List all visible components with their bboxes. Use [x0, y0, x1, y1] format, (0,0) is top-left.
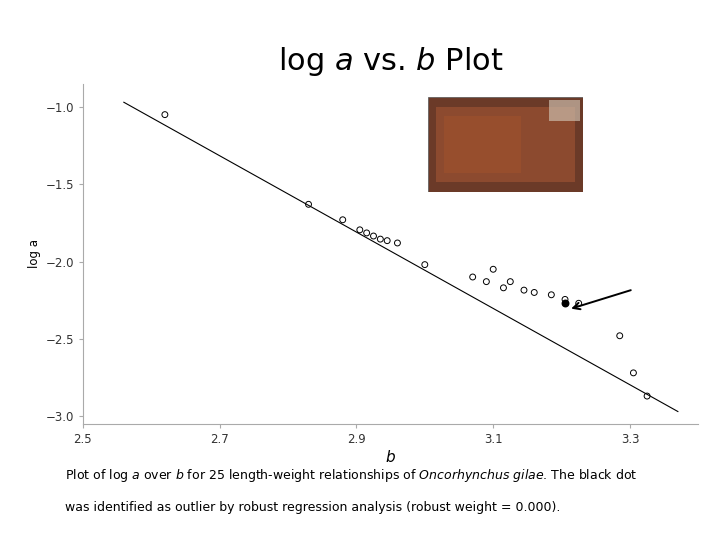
Point	[159, 110, 171, 119]
Point	[518, 286, 530, 294]
Point	[467, 273, 479, 281]
Bar	[444, 116, 521, 173]
Point	[361, 228, 372, 237]
Y-axis label: log a: log a	[28, 239, 41, 268]
Bar	[549, 100, 580, 121]
Text: Plot of log $\it{a}$ over $\it{b}$ for 25 length-weight relationships of $\it{On: Plot of log $\it{a}$ over $\it{b}$ for 2…	[65, 467, 637, 484]
Point	[505, 278, 516, 286]
X-axis label: b: b	[386, 450, 395, 465]
Point	[498, 284, 509, 292]
Point	[382, 237, 393, 245]
Point	[642, 392, 653, 400]
Point	[392, 239, 403, 247]
Title: log $\it{a}$ vs. $\it{b}$ Plot: log $\it{a}$ vs. $\it{b}$ Plot	[278, 45, 503, 78]
Bar	[436, 106, 575, 183]
Point	[354, 226, 366, 234]
Point	[546, 291, 557, 299]
Point	[374, 235, 386, 244]
Point	[487, 265, 499, 274]
Text: was identified as outlier by robust regression analysis (robust weight = 0.000).: was identified as outlier by robust regr…	[65, 501, 560, 514]
Point	[337, 215, 348, 224]
Point	[302, 200, 314, 208]
Point	[480, 278, 492, 286]
Point	[419, 260, 431, 269]
Point	[573, 299, 585, 308]
Point	[528, 288, 540, 297]
Point	[628, 369, 639, 377]
Point	[614, 332, 626, 340]
Point	[368, 232, 379, 240]
Point	[559, 299, 571, 308]
Point	[559, 295, 571, 303]
